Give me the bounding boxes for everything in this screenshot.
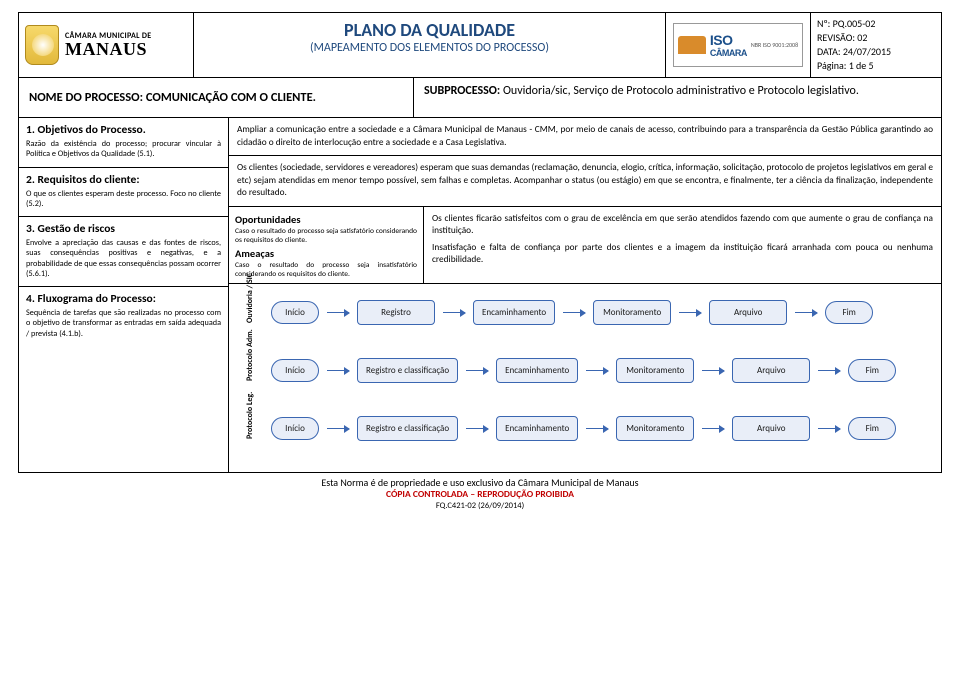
iso-sub: NBR ISO 9001:2008 <box>751 42 798 48</box>
process-row: NOME DO PROCESSO: COMUNICAÇÃO COM O CLIE… <box>19 78 941 118</box>
right-3: Oportunidades Caso o resultado do proces… <box>229 207 941 284</box>
sec-4-d: Sequência de tarefas que são realizadas … <box>26 308 221 339</box>
meta-date: DATA: 24/07/2015 <box>817 45 935 59</box>
arrow-icon <box>466 428 488 429</box>
iso-camara: CÂMARA <box>710 48 747 58</box>
arrow-icon <box>327 370 349 371</box>
main-grid: 1. Objetivos do Processo. Razão da exist… <box>19 118 941 472</box>
arrow-icon <box>327 312 349 313</box>
arrow-icon <box>327 428 349 429</box>
node-registro: Registro <box>357 300 435 325</box>
node-start: Início <box>271 417 319 440</box>
node-mon: Monitoramento <box>593 300 671 325</box>
arrow-icon <box>443 312 465 313</box>
sec-4: 4. Fluxograma do Processo: Sequência de … <box>19 287 228 472</box>
arrow-icon <box>466 370 488 371</box>
sec-1-d: Razão da existência do processo; procura… <box>26 139 221 160</box>
node-end: Fim <box>825 301 873 324</box>
crest-icon <box>25 25 59 65</box>
sec-2-h: 2. Requisitos do cliente: <box>26 173 221 187</box>
node-start: Início <box>271 359 319 382</box>
node-end: Fim <box>848 417 896 440</box>
threats-h: Ameaças <box>235 247 417 260</box>
node-arq: Arquivo <box>732 358 810 383</box>
meta-rev: REVISÃO: 02 <box>817 31 935 45</box>
meta-num: Nº: PQ.005-02 <box>817 17 935 31</box>
node-arq: Arquivo <box>732 416 810 441</box>
lane-protocolo-adm: Protocolo Adm. Início Registro e classif… <box>237 348 933 394</box>
risks-left: Oportunidades Caso o resultado do proces… <box>229 207 424 283</box>
right-column: Ampliar a comunicação entre a sociedade … <box>229 118 941 472</box>
sec-3-d: Envolve a apreciação das causas e das fo… <box>26 238 221 279</box>
footer-line-2: CÓPIA CONTROLADA – REPRODUÇÃO PROIBIDA <box>18 489 942 501</box>
org-big: MANAUS <box>65 40 151 58</box>
doc-subtitle: (MAPEAMENTO DOS ELEMENTOS DO PROCESSO) <box>198 41 661 55</box>
risks-right-2: Insatisfação e falta de confiança por pa… <box>432 242 933 267</box>
node-end: Fim <box>848 359 896 382</box>
sec-1: 1. Objetivos do Processo. Razão da exist… <box>19 118 228 168</box>
risks-right-1: Os clientes ficarão satisfeitos com o gr… <box>432 213 933 238</box>
sec-3: 3. Gestão de riscos Envolve a apreciação… <box>19 217 228 287</box>
node-reg-class: Registro e classificação <box>357 416 458 441</box>
opportunities-d: Caso o resultado do processo seja satisf… <box>235 227 417 245</box>
right-1: Ampliar a comunicação entre a sociedade … <box>229 118 941 156</box>
header-row: CÂMARA MUNICIPAL DE MANAUS PLANO DA QUAL… <box>19 13 941 78</box>
iso-badge-icon: ISO CÂMARA NBR ISO 9001:2008 <box>673 23 803 67</box>
right-2: Os clientes (sociedade, servidores e ver… <box>229 156 941 207</box>
opportunities-h: Oportunidades <box>235 213 417 226</box>
title-cell: PLANO DA QUALIDADE (MAPEAMENTO DOS ELEME… <box>194 13 666 77</box>
arrow-icon <box>586 428 608 429</box>
footer-line-3: FQ.C421-02 (26/09/2014) <box>18 501 942 512</box>
sec-3-h: 3. Gestão de riscos <box>26 222 221 236</box>
flowchart: Ouvidoria / SIC Início Registro Encaminh… <box>229 284 941 472</box>
process-name: NOME DO PROCESSO: COMUNICAÇÃO COM O CLIE… <box>19 78 414 117</box>
risks-right: Os clientes ficarão satisfeitos com o gr… <box>424 207 941 283</box>
arrow-icon <box>702 428 724 429</box>
subprocess-cell: SUBPROCESSO: Ouvidoria/sic, Serviço de P… <box>414 78 941 117</box>
subprocess-text: Ouvidoria/sic, Serviço de Protocolo admi… <box>500 84 859 98</box>
lane-2-label: Protocolo Adm. <box>245 361 255 381</box>
meta-page: Página: 1 de 5 <box>817 59 935 73</box>
arrow-icon <box>818 370 840 371</box>
subprocess-label: SUBPROCESSO: <box>424 84 500 98</box>
node-enc: Encaminhamento <box>496 358 578 383</box>
node-arq: Arquivo <box>709 300 787 325</box>
iso-main: ISO <box>710 32 733 48</box>
lane-1-label: Ouvidoria / SIC <box>245 303 255 323</box>
left-column: 1. Objetivos do Processo. Razão da exist… <box>19 118 229 472</box>
iso-logo-cell: ISO CÂMARA NBR ISO 9001:2008 <box>666 13 811 77</box>
meta-cell: Nº: PQ.005-02 REVISÃO: 02 DATA: 24/07/20… <box>811 13 941 77</box>
node-mon: Monitoramento <box>616 358 694 383</box>
document-frame: CÂMARA MUNICIPAL DE MANAUS PLANO DA QUAL… <box>18 12 942 473</box>
lane-ouvidoria: Ouvidoria / SIC Início Registro Encaminh… <box>237 290 933 336</box>
node-enc: Encaminhamento <box>496 416 578 441</box>
threats-d: Caso o resultado do processo seja insati… <box>235 261 417 279</box>
sec-2-d: O que os clientes esperam deste processo… <box>26 189 221 210</box>
sec-4-h: 4. Fluxograma do Processo: <box>26 292 221 306</box>
org-logo-cell: CÂMARA MUNICIPAL DE MANAUS <box>19 13 194 77</box>
sec-1-h: 1. Objetivos do Processo. <box>26 123 221 137</box>
footer: Esta Norma é de propriedade e uso exclus… <box>18 477 942 512</box>
node-reg-class: Registro e classificação <box>357 358 458 383</box>
arrow-icon <box>795 312 817 313</box>
arrow-icon <box>702 370 724 371</box>
node-start: Início <box>271 301 319 324</box>
lane-3-label: Protocolo Leg. <box>245 419 255 439</box>
node-mon: Monitoramento <box>616 416 694 441</box>
arrow-icon <box>818 428 840 429</box>
arrow-icon <box>563 312 585 313</box>
sec-2: 2. Requisitos do cliente: O que os clien… <box>19 168 228 218</box>
arrow-icon <box>679 312 701 313</box>
lane-protocolo-leg: Protocolo Leg. Início Registro e classif… <box>237 406 933 452</box>
node-enc: Encaminhamento <box>473 300 555 325</box>
org-name: CÂMARA MUNICIPAL DE MANAUS <box>65 32 151 58</box>
arrow-icon <box>586 370 608 371</box>
doc-title: PLANO DA QUALIDADE <box>198 19 661 41</box>
